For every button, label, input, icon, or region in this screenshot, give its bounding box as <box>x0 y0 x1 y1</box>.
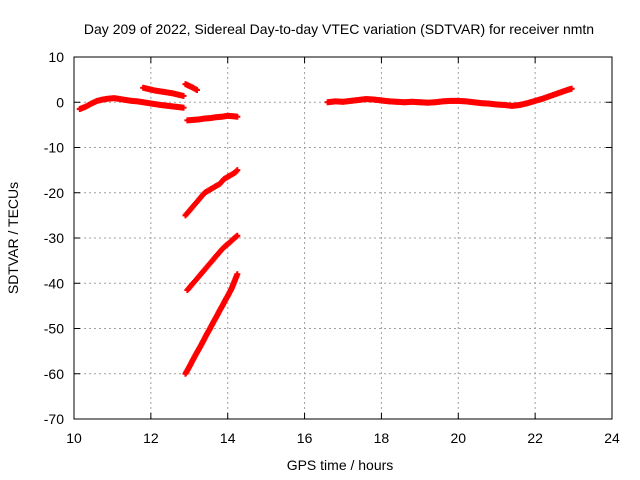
y-axis-label: SDTVAR / TECUs <box>5 182 21 294</box>
grid <box>74 57 612 419</box>
y-tick-label: -50 <box>44 321 64 337</box>
y-tick-label: 10 <box>48 49 64 65</box>
x-tick-label: 12 <box>143 430 159 446</box>
y-tick-label: -30 <box>44 230 64 246</box>
x-tick-label: 18 <box>374 430 390 446</box>
y-tick-label: -10 <box>44 140 64 156</box>
y-tick-label: -40 <box>44 275 64 291</box>
y-tick-label: -60 <box>44 366 64 382</box>
y-tick-labels: -70 -60 -50 -40 -30 -20 -10 0 10 <box>44 49 64 427</box>
y-tick-label: 0 <box>56 94 64 110</box>
x-tick-label: 16 <box>297 430 313 446</box>
y-tick-label: -70 <box>44 411 64 427</box>
y-tick-label: -20 <box>44 185 64 201</box>
x-tick-label: 24 <box>604 430 620 446</box>
x-tick-labels: 10 12 14 16 18 20 22 24 <box>66 430 620 446</box>
x-tick-label: 22 <box>527 430 543 446</box>
x-tick-label: 10 <box>66 430 82 446</box>
x-axis-label: GPS time / hours <box>287 457 394 473</box>
x-tick-label: 14 <box>220 430 236 446</box>
data-points <box>77 81 575 377</box>
x-tick-label: 20 <box>450 430 466 446</box>
chart-title: Day 209 of 2022, Sidereal Day-to-day VTE… <box>84 21 594 37</box>
